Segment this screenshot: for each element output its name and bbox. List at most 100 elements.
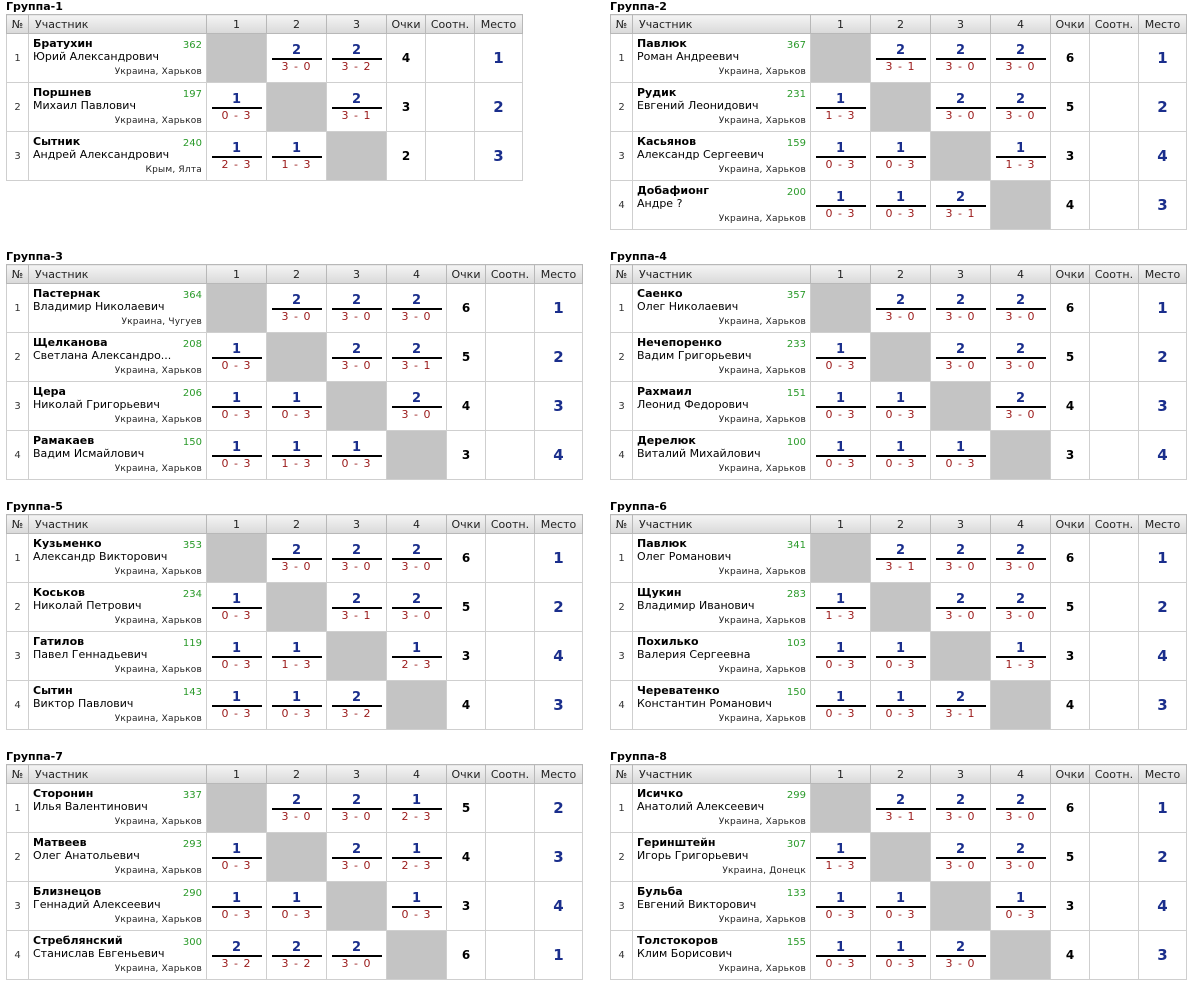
result-divider [391, 905, 442, 908]
player-surname[interactable]: Коськов [33, 586, 86, 599]
player-surname[interactable]: Рамакаев [33, 434, 95, 447]
player-surname[interactable]: Дерелюк [637, 434, 696, 447]
player-cell: Сытин Виктор Павлович 143 Украина, Харьков [28, 680, 207, 730]
player-surname[interactable]: Исичко [637, 787, 684, 800]
player-cell: Павлюк Олег Романович 341 Украина, Харьков [632, 533, 811, 583]
player-number: 3 [610, 631, 633, 681]
player-number: 4 [610, 430, 633, 480]
player-location: Украина, Харьков [114, 714, 202, 724]
player-surname[interactable]: Саенко [637, 287, 683, 300]
player-surname[interactable]: Сторонин [33, 787, 94, 800]
match-points: 2 [955, 189, 966, 205]
player-ratio [1089, 533, 1139, 583]
match-score: 3 - 2 [221, 956, 252, 970]
player-surname[interactable]: Пастернак [33, 287, 101, 300]
result-divider [875, 405, 926, 408]
player-surname[interactable]: Нечепоренко [637, 336, 722, 349]
player-points: 5 [446, 332, 486, 382]
match-points: 1 [231, 140, 242, 156]
player-name: Олег Анатольевич [33, 849, 140, 862]
player-points: 3 [446, 430, 486, 480]
player-surname[interactable]: Кузьменко [33, 537, 102, 550]
player-surname[interactable]: Сытин [33, 684, 73, 697]
result-divider [995, 307, 1046, 310]
player-surname[interactable]: Цера [33, 385, 66, 398]
match-score: 0 - 3 [221, 456, 252, 470]
player-rating: 151 [786, 388, 806, 399]
player-surname[interactable]: Братухин [33, 37, 93, 50]
player-cell: Поршнев Михаил Павлович 197 Украина, Харько… [28, 82, 207, 132]
player-points: 3 [1050, 881, 1090, 931]
player-rating: 150 [182, 437, 202, 448]
header-opponent-col: 1 [810, 514, 871, 534]
header-place: Место [1138, 14, 1187, 34]
player-surname[interactable]: Стреблянский [33, 934, 123, 947]
player-name: Константин Романович [637, 697, 772, 710]
header-opponent-col: 1 [206, 14, 267, 34]
match-points: 2 [955, 591, 966, 607]
self-cell [266, 832, 327, 882]
result-divider [271, 905, 322, 908]
match-points: 2 [1015, 792, 1026, 808]
player-surname[interactable]: Павлюк [637, 37, 687, 50]
player-rating: 197 [182, 89, 202, 100]
player-name: Валерия Сергеевна [637, 648, 751, 661]
table-row: 3 Цера Николай Григорьевич 206 Украина, Харь… [6, 381, 583, 431]
player-surname[interactable]: Поршнев [33, 86, 92, 99]
player-location: Украина, Харьков [114, 915, 202, 925]
match-points: 1 [231, 91, 242, 107]
match-score: 0 - 3 [825, 157, 856, 171]
match-points: 1 [411, 841, 422, 857]
self-cell [266, 582, 327, 632]
player-ratio [485, 930, 535, 980]
self-cell [810, 533, 871, 583]
player-place: 2 [534, 332, 583, 382]
player-ratio [1089, 783, 1139, 833]
match-points: 2 [411, 390, 422, 406]
match-points: 1 [411, 792, 422, 808]
player-surname[interactable]: Толстокоров [637, 934, 718, 947]
header-opponent-col: 4 [990, 764, 1051, 784]
player-surname[interactable]: Касьянов [637, 135, 697, 148]
header-place: Место [534, 764, 583, 784]
player-surname[interactable]: Гатилов [33, 635, 85, 648]
player-surname[interactable]: Добафионг [637, 184, 709, 197]
player-name: Клим Борисович [637, 947, 733, 960]
player-surname[interactable]: Бульба [637, 885, 683, 898]
player-surname[interactable]: Геринштейн [637, 836, 716, 849]
group-block: Группа-5 № Участник 1 2 3 4 Очки Соотн. Место 1 Куз… [6, 500, 591, 730]
header-opponent-col: 2 [870, 514, 931, 534]
header-place: Место [1138, 764, 1187, 784]
player-surname[interactable]: Череватенко [637, 684, 720, 697]
header-row: № Участник 1 2 3 4 Очки Соотн. Место [610, 514, 1187, 534]
player-surname[interactable]: Рахмаил [637, 385, 692, 398]
player-surname[interactable]: Похилько [637, 635, 699, 648]
player-location: Украина, Харьков [718, 714, 806, 724]
group-block: Группа-2 № Участник 1 2 3 4 Очки Соотн. Место 1 Пав… [610, 0, 1195, 230]
table-row: 2 Щелканова Светлана Александро... 208 Украи… [6, 332, 583, 382]
player-surname[interactable]: Матвеев [33, 836, 87, 849]
header-ratio: Соотн. [1089, 514, 1139, 534]
player-surname[interactable]: Павлюк [637, 537, 687, 550]
player-surname[interactable]: Сытник [33, 135, 81, 148]
player-surname[interactable]: Близнецов [33, 885, 102, 898]
player-surname[interactable]: Щелканова [33, 336, 108, 349]
player-surname[interactable]: Рудик [637, 86, 677, 99]
player-number: 4 [6, 430, 29, 480]
player-surname[interactable]: Щукин [637, 586, 682, 599]
result-divider [875, 655, 926, 658]
